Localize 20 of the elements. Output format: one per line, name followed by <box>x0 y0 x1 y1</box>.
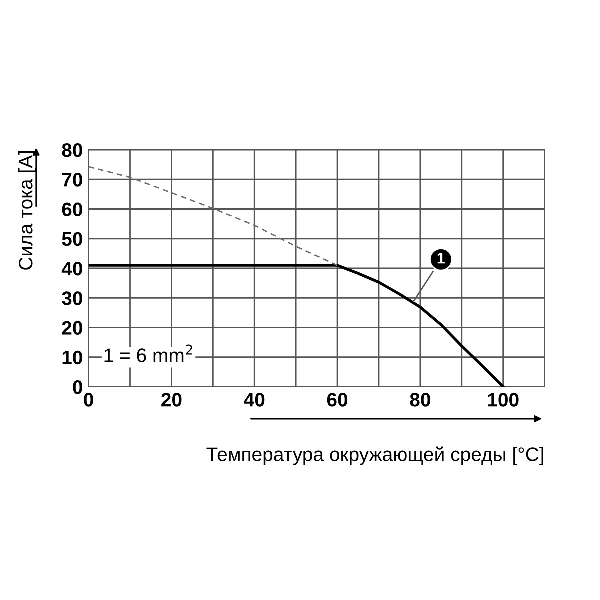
x-tick-label: 100 <box>488 393 519 407</box>
annotation: 1 = 6 mm$^{2}$ <box>104 344 192 362</box>
annotation: 1 <box>438 253 445 264</box>
x-axis-title: Температура окружающей среды [°C] <box>206 446 544 466</box>
y-tick-label: 60 <box>62 202 82 216</box>
y-tick-label: 0 <box>73 380 82 394</box>
x-tick-label: 20 <box>162 393 182 407</box>
x-tick-label: 60 <box>327 393 348 407</box>
x-tick-label: 40 <box>244 393 265 407</box>
y-tick-label: 30 <box>62 292 82 306</box>
x-tick-label: 80 <box>410 393 430 407</box>
y-tick-label: 50 <box>62 232 82 246</box>
y-tick-label: 40 <box>62 262 82 276</box>
y-tick-label: 70 <box>62 173 82 187</box>
x-tick-label: 0 <box>84 393 94 407</box>
line-series <box>88 166 338 266</box>
line-series <box>88 264 505 387</box>
y-tick-label: 80 <box>62 143 82 158</box>
y-tick-label: 10 <box>62 350 82 365</box>
y-tick-label: 20 <box>62 321 82 335</box>
